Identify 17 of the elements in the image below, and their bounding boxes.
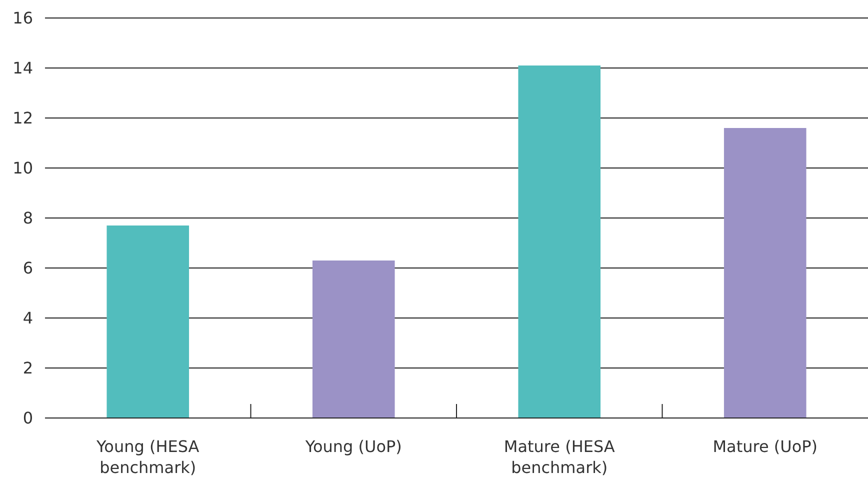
x-tick-label: Mature (UoP) — [712, 437, 818, 456]
y-tick-label: 4 — [22, 308, 33, 328]
y-tick-label: 6 — [22, 258, 33, 278]
y-tick-label: 0 — [22, 408, 33, 428]
bar — [724, 128, 806, 418]
bar — [106, 226, 190, 418]
y-tick-label: 14 — [12, 58, 33, 78]
y-tick-label: 8 — [22, 208, 33, 228]
y-tick-label: 16 — [12, 8, 33, 28]
y-tick-label: 12 — [12, 108, 33, 128]
y-tick-label: 2 — [22, 358, 33, 378]
x-tick-label: Mature (HESA benchmark) — [504, 437, 615, 477]
bar — [312, 260, 395, 418]
x-tick-label: Young (HESA benchmark) — [96, 437, 200, 477]
bar — [518, 66, 601, 418]
x-tick-label: Young (UoP) — [304, 437, 402, 456]
y-tick-label: 10 — [12, 158, 33, 178]
